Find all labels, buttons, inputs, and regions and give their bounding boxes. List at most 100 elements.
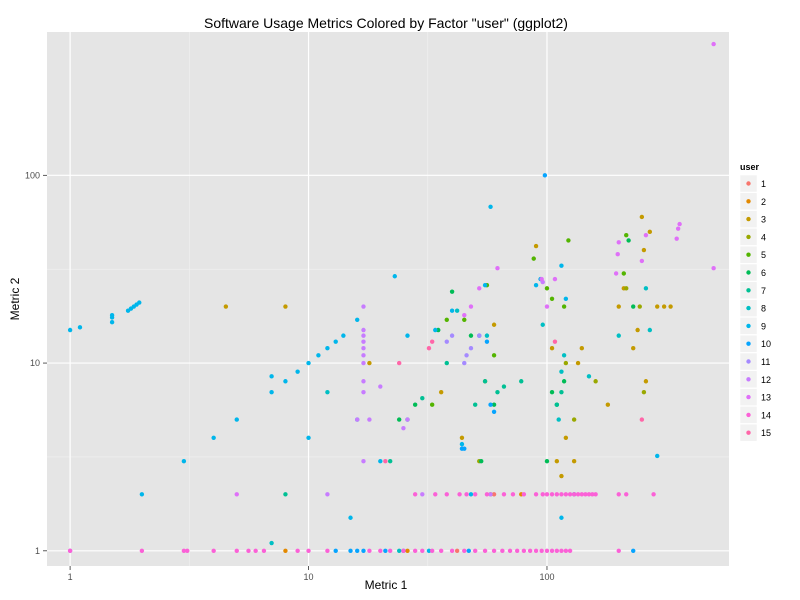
data-point-user-14 (540, 492, 545, 497)
data-point-user-14 (563, 548, 569, 554)
legend-label-user-7: 7 (761, 286, 766, 296)
data-point-user-15 (552, 339, 558, 344)
data-point-user-9 (405, 333, 410, 338)
data-point-user-6 (626, 238, 631, 243)
data-point-user-5 (561, 304, 567, 309)
data-point-user-15 (429, 339, 435, 344)
data-point-user-4 (637, 304, 642, 309)
data-point-user-5 (491, 353, 497, 358)
data-point-user-14 (378, 548, 383, 554)
data-point-user-12 (361, 339, 366, 344)
data-point-user-9 (234, 417, 239, 422)
data-point-user-12 (355, 417, 360, 422)
data-point-user-8 (540, 322, 545, 327)
data-point-user-9 (426, 548, 432, 554)
data-point-user-12 (361, 346, 366, 351)
data-point-user-9 (655, 453, 660, 459)
data-point-user-14 (549, 548, 555, 554)
data-point-user-14 (533, 548, 539, 554)
data-point-user-14 (567, 492, 573, 497)
data-point-user-6 (549, 389, 555, 395)
data-point-user-10 (348, 548, 353, 554)
data-point-user-14 (514, 548, 520, 554)
data-point-user-9 (325, 346, 330, 351)
data-point-user-11 (449, 333, 455, 338)
data-point-user-12 (378, 384, 383, 389)
data-point-user-12 (361, 379, 366, 384)
data-point-user-13 (613, 271, 619, 276)
data-point-user-7 (559, 389, 564, 395)
data-point-user-14 (412, 548, 418, 554)
data-point-user-4 (563, 360, 569, 366)
data-point-user-9 (269, 389, 274, 395)
data-point-user-14 (401, 548, 406, 554)
x-axis-ticks: 1 10 100 (68, 566, 554, 582)
data-point-user-5 (462, 317, 467, 323)
data-point-user-14 (491, 548, 497, 554)
data-point-user-6 (449, 289, 455, 294)
legend-swatch-user-7 (746, 288, 751, 293)
data-point-user-3 (639, 214, 645, 220)
data-point-user-13 (674, 236, 679, 241)
data-point-user-14 (420, 548, 425, 554)
y-axis-title: Metric 2 (8, 277, 22, 320)
legend-label-user-12: 12 (761, 375, 771, 385)
data-point-user-14 (575, 492, 581, 497)
data-point-user-13 (234, 492, 239, 497)
data-point-user-8 (616, 333, 621, 338)
data-point-user-10 (491, 409, 497, 415)
x-tick-label: 100 (539, 572, 554, 582)
data-point-user-14 (412, 492, 418, 497)
data-point-user-3 (661, 304, 667, 309)
legend-swatch-user-14 (746, 412, 751, 418)
legend-label-user-13: 13 (761, 393, 771, 403)
data-point-user-14 (325, 548, 330, 554)
data-point-user-9 (137, 300, 142, 305)
data-point-user-14 (559, 492, 564, 497)
data-point-user-6 (491, 402, 497, 407)
data-point-user-6 (631, 304, 636, 309)
data-point-user-5 (544, 286, 550, 291)
data-point-user-15 (383, 459, 388, 464)
legend-swatch-user-10 (746, 341, 751, 346)
data-point-user-14 (387, 548, 393, 554)
data-point-user-14 (527, 548, 533, 554)
data-point-user-14 (306, 548, 311, 554)
data-point-user-13 (643, 232, 649, 238)
legend-swatch-user-2 (746, 199, 751, 204)
y-axis-ticks: 1 10 100 (25, 170, 47, 556)
data-point-user-12 (361, 389, 366, 395)
legend-swatch-user-5 (746, 252, 751, 257)
data-point-user-1 (491, 492, 497, 497)
data-point-user-15 (426, 346, 432, 351)
data-point-user-3 (635, 327, 640, 333)
data-point-user-9 (468, 492, 474, 497)
data-point-user-14 (579, 492, 585, 497)
data-point-user-14 (433, 492, 438, 497)
chart-title: Software Usage Metrics Colored by Factor… (204, 15, 568, 31)
data-point-user-3 (641, 247, 647, 253)
data-point-user-14 (544, 548, 550, 554)
data-point-user-7 (420, 395, 425, 401)
legend-swatch-user-15 (746, 430, 751, 435)
gridlines (47, 32, 729, 566)
data-point-user-9 (139, 492, 145, 497)
plot-panel (47, 32, 729, 566)
data-point-user-14 (253, 548, 258, 554)
x-tick-label: 1 (68, 572, 73, 582)
data-point-user-3 (533, 243, 539, 249)
data-point-user-14 (444, 492, 449, 497)
data-point-user-5 (621, 271, 627, 276)
data-point-user-14 (472, 492, 478, 497)
data-point-user-9 (459, 441, 465, 447)
data-point-user-10 (462, 446, 467, 451)
legend-title: user (740, 162, 760, 172)
data-point-user-10 (333, 548, 338, 554)
data-point-user-4 (641, 389, 647, 395)
data-point-user-14 (429, 548, 435, 554)
data-point-user-10 (383, 548, 388, 554)
data-point-user-14 (211, 548, 216, 554)
data-point-user-14 (462, 548, 467, 554)
legend-label-user-4: 4 (761, 232, 766, 242)
